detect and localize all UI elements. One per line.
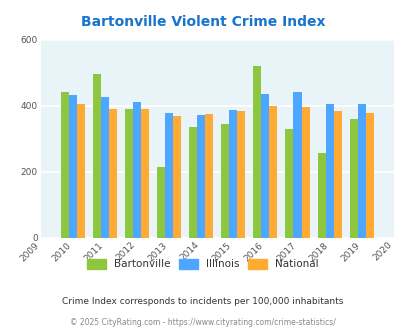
Bar bbox=[125, 109, 132, 238]
Bar bbox=[325, 104, 333, 238]
Bar bbox=[157, 167, 164, 238]
Legend: Bartonville, Illinois, National: Bartonville, Illinois, National bbox=[83, 255, 322, 274]
Bar bbox=[221, 124, 229, 238]
Bar bbox=[269, 106, 277, 238]
Bar bbox=[60, 92, 68, 238]
Bar bbox=[317, 153, 325, 238]
Bar bbox=[141, 109, 149, 238]
Bar bbox=[253, 66, 261, 238]
Bar bbox=[132, 102, 141, 238]
Bar bbox=[293, 92, 301, 238]
Bar bbox=[173, 116, 181, 238]
Text: © 2025 CityRating.com - https://www.cityrating.com/crime-statistics/: © 2025 CityRating.com - https://www.city… bbox=[70, 318, 335, 327]
Bar bbox=[357, 104, 365, 238]
Bar bbox=[197, 115, 205, 238]
Bar bbox=[285, 129, 293, 238]
Bar bbox=[100, 97, 109, 238]
Bar bbox=[205, 114, 213, 238]
Bar bbox=[93, 74, 100, 238]
Bar bbox=[68, 95, 77, 238]
Bar bbox=[109, 109, 117, 238]
Text: Bartonville Violent Crime Index: Bartonville Violent Crime Index bbox=[81, 15, 324, 29]
Bar bbox=[349, 119, 357, 238]
Bar bbox=[77, 104, 85, 238]
Bar bbox=[164, 113, 173, 238]
Bar bbox=[229, 110, 237, 238]
Bar bbox=[261, 94, 269, 238]
Bar bbox=[237, 111, 245, 238]
Bar bbox=[365, 113, 373, 238]
Bar bbox=[189, 127, 197, 238]
Text: Crime Index corresponds to incidents per 100,000 inhabitants: Crime Index corresponds to incidents per… bbox=[62, 297, 343, 307]
Bar bbox=[333, 111, 341, 238]
Bar bbox=[301, 107, 309, 238]
